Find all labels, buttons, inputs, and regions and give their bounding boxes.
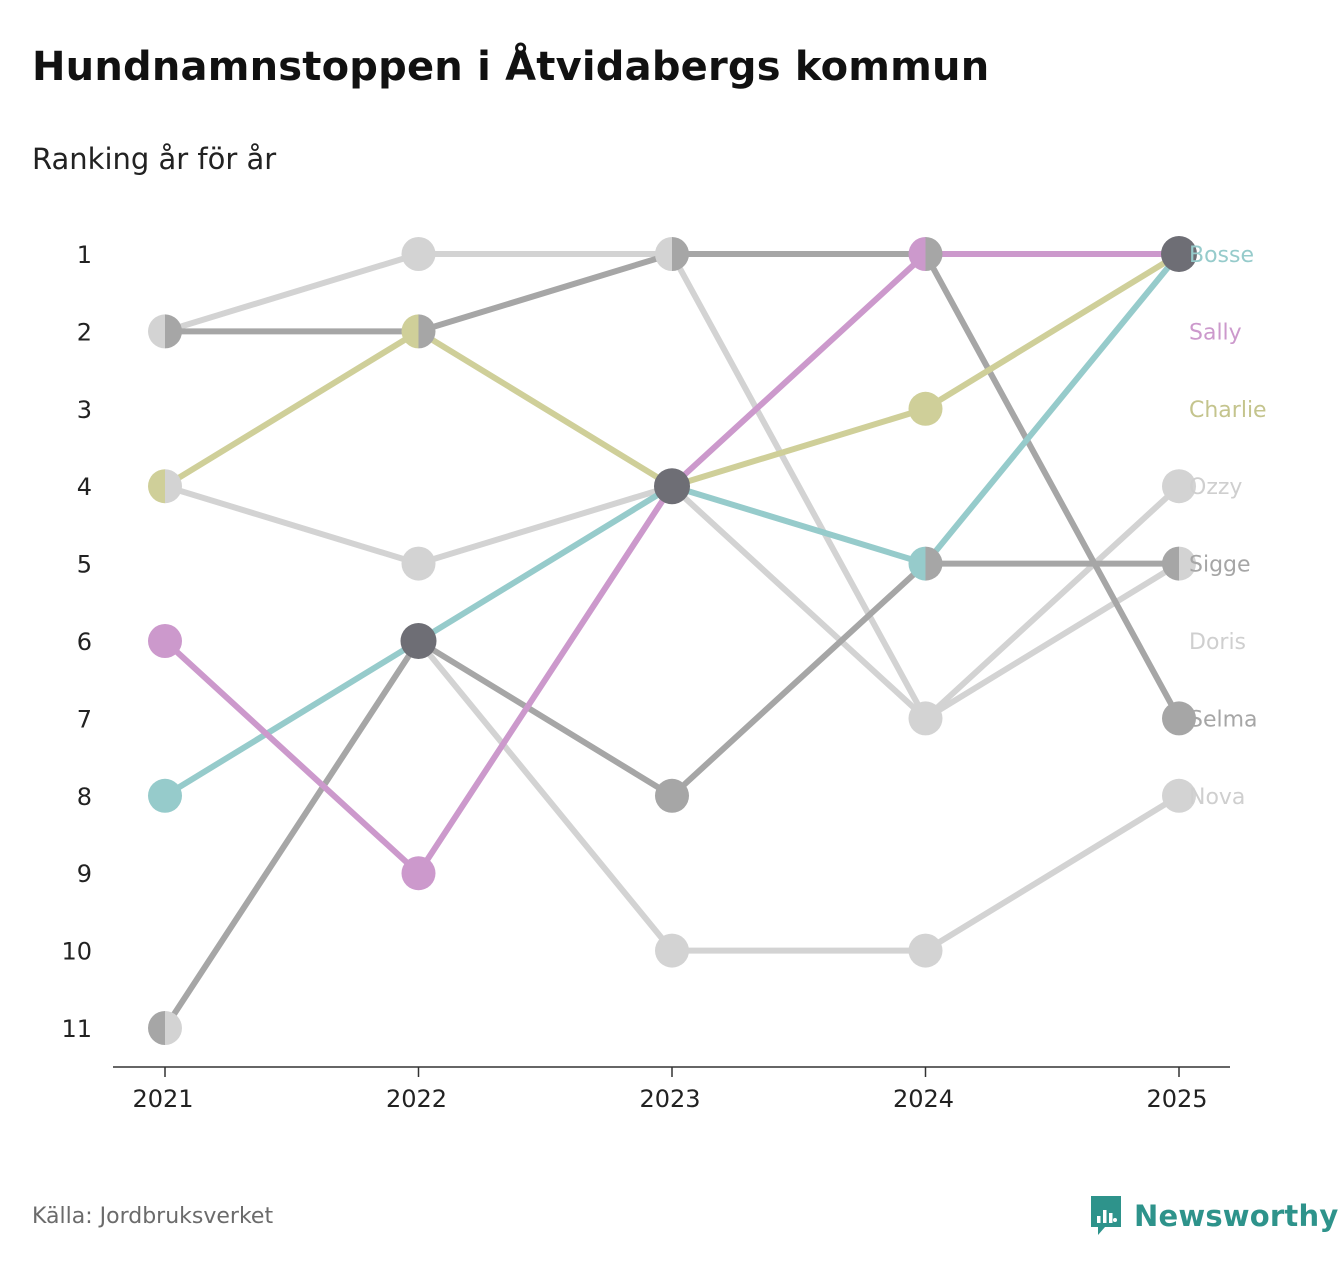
shared-point-2024-rank-5-left[interactable] — [908, 546, 926, 581]
point-nova-2023[interactable] — [655, 933, 689, 968]
shared-point-2021-rank-4-right[interactable] — [165, 469, 182, 504]
series-lines — [162, 251, 1182, 1031]
newsworthy-logo-icon — [1091, 1196, 1121, 1235]
source-note: Källa: Jordbruksverket — [32, 1204, 274, 1229]
point-sally-2022[interactable] — [401, 856, 436, 891]
shared-point-2023-rank-1-right[interactable] — [672, 237, 689, 271]
shared-point-2021-rank-2-left[interactable] — [148, 314, 165, 349]
shared-point-2022-rank-2-left[interactable] — [401, 314, 419, 349]
shared-point-2025-rank-5-left[interactable] — [1162, 546, 1179, 581]
shared-point-2021-rank-11-right[interactable] — [165, 1011, 182, 1045]
line-bosse[interactable] — [162, 251, 1182, 799]
end-label-bosse: Bosse — [1189, 243, 1254, 268]
y-tick-label: 1 — [77, 241, 92, 269]
x-tick-label: 2022 — [386, 1085, 447, 1113]
point-doris-2022[interactable] — [401, 546, 436, 581]
point-sally-2021[interactable] — [148, 624, 182, 658]
x-tick-label: 2023 — [639, 1085, 700, 1113]
y-tick-label: 4 — [77, 473, 92, 501]
point-selma-2025[interactable] — [1162, 701, 1196, 736]
shared-point-2022-rank-2-right[interactable] — [418, 314, 436, 349]
shared-point-2023-rank-1-left[interactable] — [655, 237, 672, 271]
end-label-selma: Selma — [1189, 707, 1258, 732]
shared-point-2022-rank-6[interactable] — [400, 623, 437, 659]
point-bosse-2021[interactable] — [148, 778, 182, 813]
line-nova[interactable] — [415, 638, 1182, 954]
y-tick-label: 3 — [77, 396, 92, 424]
y-tick-label: 5 — [77, 551, 92, 579]
y-tick-label: 8 — [77, 783, 92, 811]
brand-logo[interactable]: Newsworthy — [1088, 1194, 1338, 1238]
point-nova-2024[interactable] — [908, 933, 943, 968]
y-tick-label: 2 — [77, 318, 92, 346]
chart-title: Hundnamnstoppen i Åtvidabergs kommun — [32, 44, 990, 90]
point-charlie-2024[interactable] — [908, 391, 943, 426]
y-axis: 1 2 3 4 5 6 7 8 9 10 11 — [61, 241, 92, 1043]
x-tick-label: 2021 — [132, 1085, 193, 1113]
point-sigge-2023[interactable] — [655, 778, 689, 813]
point-ozzy-2022[interactable] — [401, 237, 436, 271]
end-labels: Bosse Sally Charlie Ozzy Sigge Doris Selma Nova — [1189, 243, 1267, 810]
shared-point-2024-rank-5-right[interactable] — [925, 546, 943, 581]
point-doris-2024[interactable] — [908, 701, 943, 736]
end-label-doris: Doris — [1189, 630, 1246, 655]
end-label-ozzy: Ozzy — [1189, 475, 1242, 500]
shared-point-2021-rank-2-right[interactable] — [165, 314, 182, 349]
y-tick-label: 11 — [61, 1015, 92, 1043]
shared-point-2021-rank-4-left[interactable] — [148, 469, 165, 504]
brand-name: Newsworthy — [1134, 1199, 1339, 1233]
line-doris[interactable] — [162, 483, 1182, 722]
x-tick-label: 2024 — [893, 1085, 954, 1113]
x-axis: 2021 2022 2023 2024 2025 — [113, 1066, 1230, 1113]
point-nova-2025[interactable] — [1162, 778, 1196, 813]
shared-point-2024-rank-1-left[interactable] — [908, 237, 926, 271]
y-tick-label: 9 — [77, 860, 92, 888]
shared-point-2021-rank-11-left[interactable] — [148, 1011, 165, 1045]
data-markers — [148, 236, 1197, 1045]
end-label-sally: Sally — [1189, 320, 1242, 345]
end-label-sigge: Sigge — [1189, 553, 1251, 578]
line-charlie[interactable] — [162, 251, 1182, 490]
end-label-charlie: Charlie — [1189, 398, 1267, 423]
shared-point-2024-rank-1-right[interactable] — [925, 237, 943, 271]
chart-subtitle: Ranking år för år — [32, 142, 277, 176]
y-tick-label: 7 — [77, 705, 92, 733]
end-label-nova: Nova — [1189, 785, 1245, 810]
y-tick-label: 6 — [77, 628, 92, 656]
shared-point-2025-rank-5-right[interactable] — [1179, 546, 1196, 581]
y-tick-label: 10 — [61, 938, 92, 966]
shared-point-2023-rank-4[interactable] — [654, 468, 690, 505]
shared-point-2025-rank-1[interactable] — [1161, 236, 1197, 272]
x-tick-label: 2025 — [1146, 1085, 1207, 1113]
point-ozzy-2025[interactable] — [1162, 469, 1196, 504]
